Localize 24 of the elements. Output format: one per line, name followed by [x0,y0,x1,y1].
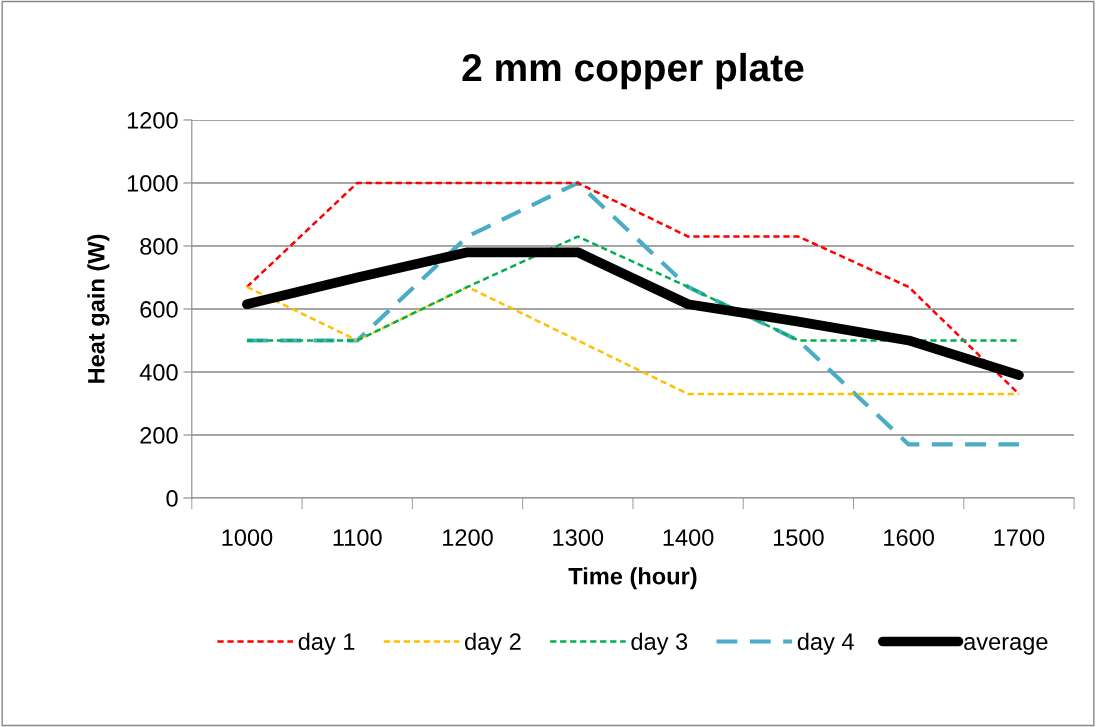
x-tick-label: 1300 [553,529,604,546]
y-tick-label: 1000 [127,175,178,192]
y-tick-label: 600 [140,301,178,318]
legend-label: average [964,637,1048,655]
y-tick-label: 0 [166,490,178,507]
legend-label: day 3 [631,632,688,655]
line-series [244,180,1022,447]
legend-label: day 4 [797,632,854,655]
x-tick-label: 1700 [994,529,1045,546]
chart-title: 2 mm copper plate [462,52,804,90]
x-tick-label: 1200 [443,529,493,546]
y-tick-label: 400 [139,364,178,381]
x-tick-label: 1100 [333,529,382,546]
legend-label: day 2 [465,632,521,655]
legend-label: day 1 [298,632,355,655]
y-tick-label: 1200 [127,112,178,129]
x-tick-label: 1000 [222,529,273,546]
x-tick-label: 1600 [884,529,934,546]
x-tick-label: 1500 [773,529,824,546]
y-tick-label: 800 [140,238,178,255]
x-tick-label: 1400 [663,529,714,546]
x-axis-title: Time (hour) [568,567,697,590]
y-axis-title: Heat gain (W) [87,234,110,383]
y-tick-label: 200 [140,427,178,444]
